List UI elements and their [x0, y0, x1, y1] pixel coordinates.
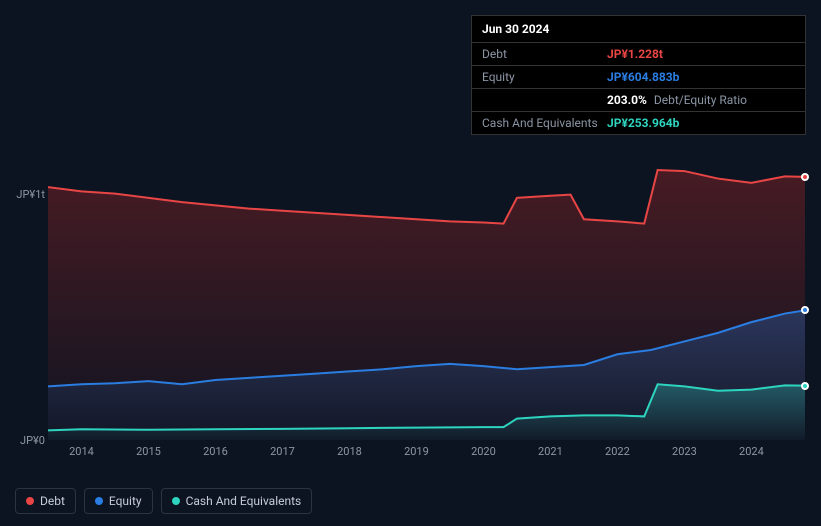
chart-plot-area	[48, 140, 805, 440]
legend-item-equity[interactable]: Equity	[84, 488, 153, 514]
legend-item-cash-and-equivalents[interactable]: Cash And Equivalents	[161, 488, 313, 514]
legend-label: Debt	[40, 494, 65, 508]
legend-dot	[26, 497, 34, 505]
legend-label: Cash And Equivalents	[186, 494, 302, 508]
x-axis-label: 2021	[538, 445, 563, 458]
x-axis-label: 2016	[203, 445, 228, 458]
tooltip-row: DebtJP¥1.228t	[472, 43, 805, 66]
tooltip-row: 203.0% Debt/Equity Ratio	[472, 89, 805, 112]
tooltip-extra: Debt/Equity Ratio	[651, 93, 747, 107]
x-axis-label: 2014	[69, 445, 94, 458]
debt-equity-chart: JP¥1tJP¥0 201420152016201720182019202020…	[15, 125, 805, 505]
legend-dot	[172, 497, 180, 505]
x-axis-label: 2017	[270, 445, 295, 458]
tooltip-label	[482, 93, 607, 107]
tooltip-value: JP¥604.883b	[607, 70, 679, 84]
tooltip-label: Equity	[482, 70, 607, 84]
tooltip-value: JP¥1.228t	[607, 47, 663, 61]
tooltip-label: Debt	[482, 47, 607, 61]
x-axis-label: 2024	[739, 445, 764, 458]
x-axis-label: 2023	[672, 445, 697, 458]
x-axis-label: 2019	[404, 445, 429, 458]
end-marker-debt	[801, 173, 809, 181]
chart-legend: Debt Equity Cash And Equivalents	[15, 488, 312, 514]
x-axis-label: 2015	[136, 445, 161, 458]
tooltip-date: Jun 30 2024	[472, 16, 805, 43]
x-axis-label: 2018	[337, 445, 362, 458]
end-marker-equity	[801, 306, 809, 314]
end-marker-cash-and-equivalents	[801, 382, 809, 390]
legend-dot	[95, 497, 103, 505]
chart-tooltip: Jun 30 2024 DebtJP¥1.228tEquityJP¥604.88…	[471, 15, 806, 135]
x-axis: 2014 2015 2016 2017 2018 2019 2020 2021 2022 2023…	[48, 445, 805, 465]
legend-item-debt[interactable]: Debt	[15, 488, 76, 514]
legend-label: Equity	[109, 494, 142, 508]
x-axis-label: 2022	[605, 445, 630, 458]
tooltip-value: 203.0% Debt/Equity Ratio	[607, 93, 747, 107]
y-axis-label: JP¥1t	[16, 188, 45, 201]
y-axis-label: JP¥0	[20, 434, 45, 447]
tooltip-row: EquityJP¥604.883b	[472, 66, 805, 89]
x-axis-label: 2020	[471, 445, 496, 458]
